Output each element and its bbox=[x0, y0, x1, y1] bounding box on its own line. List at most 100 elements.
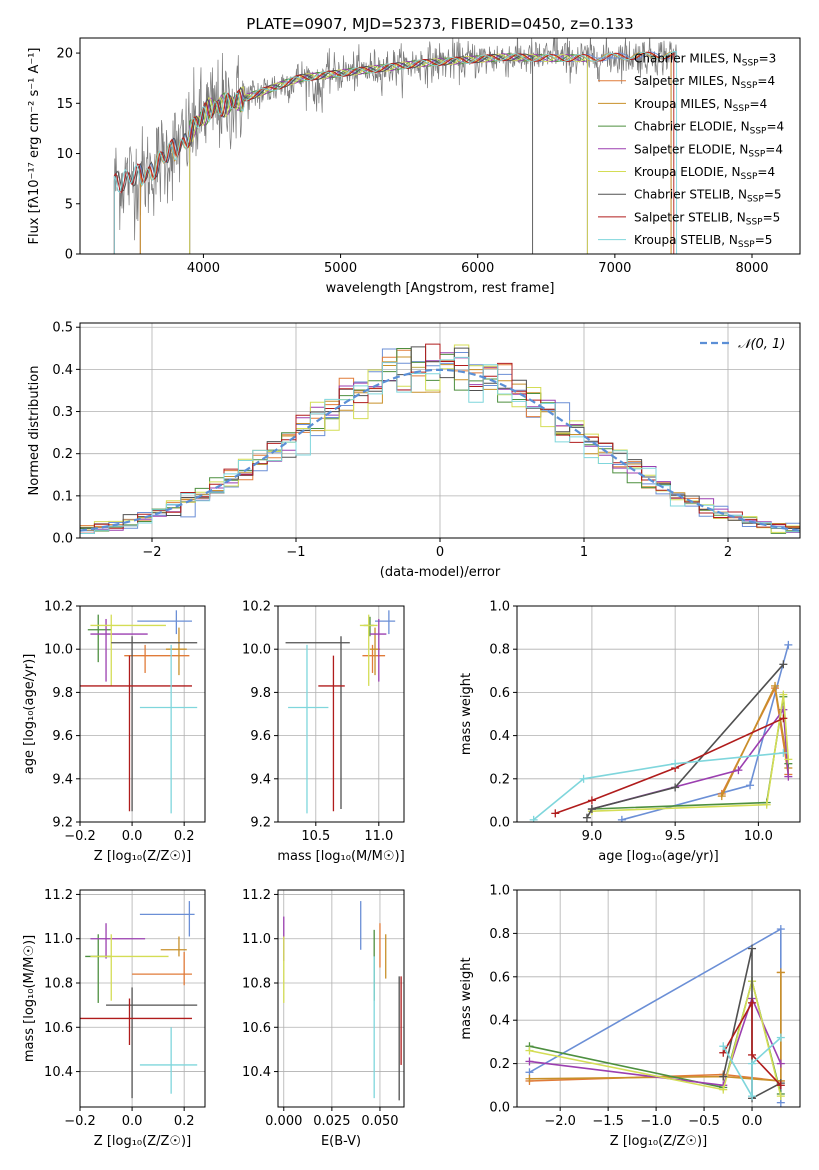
y-tick-label: 9.8 bbox=[250, 686, 271, 701]
model-spectrum-line bbox=[139, 51, 672, 254]
y-tick-label: 10.2 bbox=[44, 600, 73, 615]
weight-vs-age-panel: 9.0 9.5 10.0 0.0 0.2 0.4 0.6 0.8 1.0 age [log₁₀(a… bbox=[459, 600, 801, 865]
y-tick-label: 1.0 bbox=[489, 884, 510, 899]
spectrum-title: PLATE=0907, MJD=52373, FIBERID=0450, z=0… bbox=[246, 15, 633, 33]
weight-marker bbox=[776, 1081, 785, 1090]
weight-marker bbox=[776, 1033, 785, 1042]
x-tick-label: −1.0 bbox=[640, 1114, 672, 1129]
spectrum-panel: 4000 5000 6000 7000 8000 0 5 10 15 20 wavelength [… bbox=[27, 37, 801, 296]
weight-marker bbox=[582, 813, 591, 822]
x-axis-label: wavelength [Angstrom, rest frame] bbox=[326, 281, 555, 296]
model-spectrum-line bbox=[189, 53, 588, 254]
y-tick-label: 0.8 bbox=[489, 927, 510, 942]
y-tick-label: 10.6 bbox=[44, 1021, 73, 1036]
weight-line bbox=[529, 996, 782, 1087]
y-tick-label: 0.2 bbox=[489, 772, 510, 787]
y-tick-label: 15 bbox=[56, 97, 73, 112]
data-point-errorbar bbox=[111, 636, 198, 812]
weight-marker bbox=[525, 1074, 534, 1083]
weight-marker bbox=[784, 772, 793, 781]
y-tick-label: 0.4 bbox=[489, 729, 510, 744]
histogram-step-line bbox=[80, 344, 800, 533]
x-tick-label: 1 bbox=[580, 545, 588, 560]
axes: 9.0 9.5 10.0 0.0 0.2 0.4 0.6 0.8 1.0 age [log₁₀(a… bbox=[459, 600, 773, 865]
x-axis-label: Z [log₁₀(Z/Z☉)] bbox=[94, 849, 191, 864]
plot-area bbox=[80, 901, 198, 1099]
weight-marker bbox=[587, 796, 596, 805]
x-tick-label: −1.5 bbox=[592, 1114, 624, 1129]
axes: 0.000 0.025 0.050 10.4 10.6 10.8 11.0 11.2 E(B-V… bbox=[242, 888, 399, 1149]
legend-label: Chabrier ELODIE, NSSP=4 bbox=[634, 120, 784, 137]
plot-area bbox=[529, 640, 793, 822]
mass-vs-ebv-panel: 0.000 0.025 0.050 10.4 10.6 10.8 11.0 11.2 E(B-V… bbox=[242, 888, 405, 1149]
legend-label: Salpeter ELODIE, NSSP=4 bbox=[634, 142, 783, 159]
weight-marker bbox=[776, 1059, 785, 1068]
axes-frame bbox=[277, 605, 405, 823]
y-tick-label: 20 bbox=[56, 47, 73, 62]
y-axis-label: mass weight bbox=[459, 673, 474, 755]
x-axis-label: Z [log₁₀(Z/Z☉)] bbox=[94, 1134, 191, 1149]
weight-marker bbox=[784, 640, 793, 649]
data-point-errorbar bbox=[318, 655, 345, 812]
plot-area bbox=[525, 925, 785, 1107]
x-tick-label: 7000 bbox=[598, 261, 631, 276]
x-tick-label: −0.2 bbox=[64, 1114, 96, 1129]
x-tick-label: 2 bbox=[724, 545, 732, 560]
weight-line bbox=[555, 717, 784, 815]
weight-marker bbox=[779, 748, 788, 757]
model-spectrum-line bbox=[139, 51, 672, 254]
legend-label: Kroupa ELODIE, NSSP=4 bbox=[634, 165, 775, 182]
weight-line bbox=[529, 980, 782, 1097]
data-point-errorbar bbox=[90, 614, 166, 686]
x-axis-label: age [log₁₀(age/yr)] bbox=[598, 849, 719, 864]
y-tick-label: 0.4 bbox=[52, 363, 73, 378]
plot-area bbox=[80, 610, 198, 814]
spectrum-legend: Chabrier MILES, NSSP=3 Salpeter MILES, NS… bbox=[598, 52, 784, 250]
weight-marker bbox=[529, 815, 538, 822]
x-tick-label: 4000 bbox=[187, 261, 220, 276]
data-point-errorbar bbox=[160, 936, 187, 957]
x-tick-label: 0.0 bbox=[742, 1114, 763, 1129]
x-tick-label: 10.0 bbox=[744, 829, 773, 844]
data-point-errorbar bbox=[139, 644, 198, 814]
y-tick-label: 9.4 bbox=[250, 772, 271, 787]
weight-marker bbox=[671, 783, 680, 792]
x-tick-label: 0 bbox=[436, 545, 444, 560]
plot-area bbox=[285, 610, 396, 814]
weight-marker bbox=[748, 1092, 757, 1101]
axes: −2.0 −1.5 −1.0 −0.5 0.0 0.0 0.2 0.4 0.6 0.8 1.0 Z [… bbox=[459, 884, 762, 1150]
weight-marker bbox=[525, 1057, 534, 1066]
axes: −0.2 0.0 0.2 10.4 10.6 10.8 11.0 11.2 Z [log₁₀(Z… bbox=[22, 888, 195, 1149]
weight-marker bbox=[617, 815, 626, 822]
weight-marker bbox=[779, 690, 788, 699]
data-point-errorbar bbox=[359, 614, 378, 686]
weight-marker bbox=[734, 766, 743, 775]
histogram-step-line bbox=[80, 343, 800, 534]
weight-marker bbox=[748, 1050, 757, 1059]
axes: 10.5 11.0 9.2 9.4 9.6 9.8 10.0 10.2 mass [log₁₀(… bbox=[242, 600, 405, 865]
y-tick-label: 10.0 bbox=[44, 643, 73, 658]
y-tick-label: 0.5 bbox=[52, 321, 73, 336]
legend-label: Chabrier STELIB, NSSP=5 bbox=[634, 188, 782, 205]
axes-frame bbox=[516, 605, 801, 823]
y-tick-label: 10.0 bbox=[242, 643, 271, 658]
axes: −0.2 0.0 0.2 9.2 9.4 9.6 9.8 10.0 10.2 Z [log₁₀(Z… bbox=[22, 600, 195, 865]
weight-marker bbox=[671, 759, 680, 768]
y-tick-label: 0.8 bbox=[489, 643, 510, 658]
y-tick-label: 0 bbox=[65, 248, 73, 263]
y-tick-label: 0.6 bbox=[489, 970, 510, 985]
weight-line bbox=[722, 1037, 782, 1100]
y-axis-label: mass weight bbox=[459, 957, 474, 1039]
axes-frame bbox=[79, 37, 801, 255]
weight-marker bbox=[762, 800, 771, 809]
weight-line bbox=[722, 999, 782, 1086]
plot-area bbox=[80, 343, 800, 534]
x-tick-label: 11.0 bbox=[364, 829, 393, 844]
y-tick-label: 1.0 bbox=[489, 600, 510, 615]
weight-marker bbox=[779, 660, 788, 669]
mass-vs-metallicity-panel: −0.2 0.0 0.2 10.4 10.6 10.8 11.0 11.2 Z [log₁₀(Z… bbox=[22, 888, 206, 1149]
axes-frame bbox=[79, 889, 206, 1108]
age-vs-metallicity-panel: −0.2 0.0 0.2 9.2 9.4 9.6 9.8 10.0 10.2 Z [log₁₀(Z… bbox=[22, 600, 206, 865]
y-tick-label: 5 bbox=[65, 197, 73, 212]
axes: 4000 5000 6000 7000 8000 0 5 10 15 20 wavelength [… bbox=[27, 47, 769, 296]
